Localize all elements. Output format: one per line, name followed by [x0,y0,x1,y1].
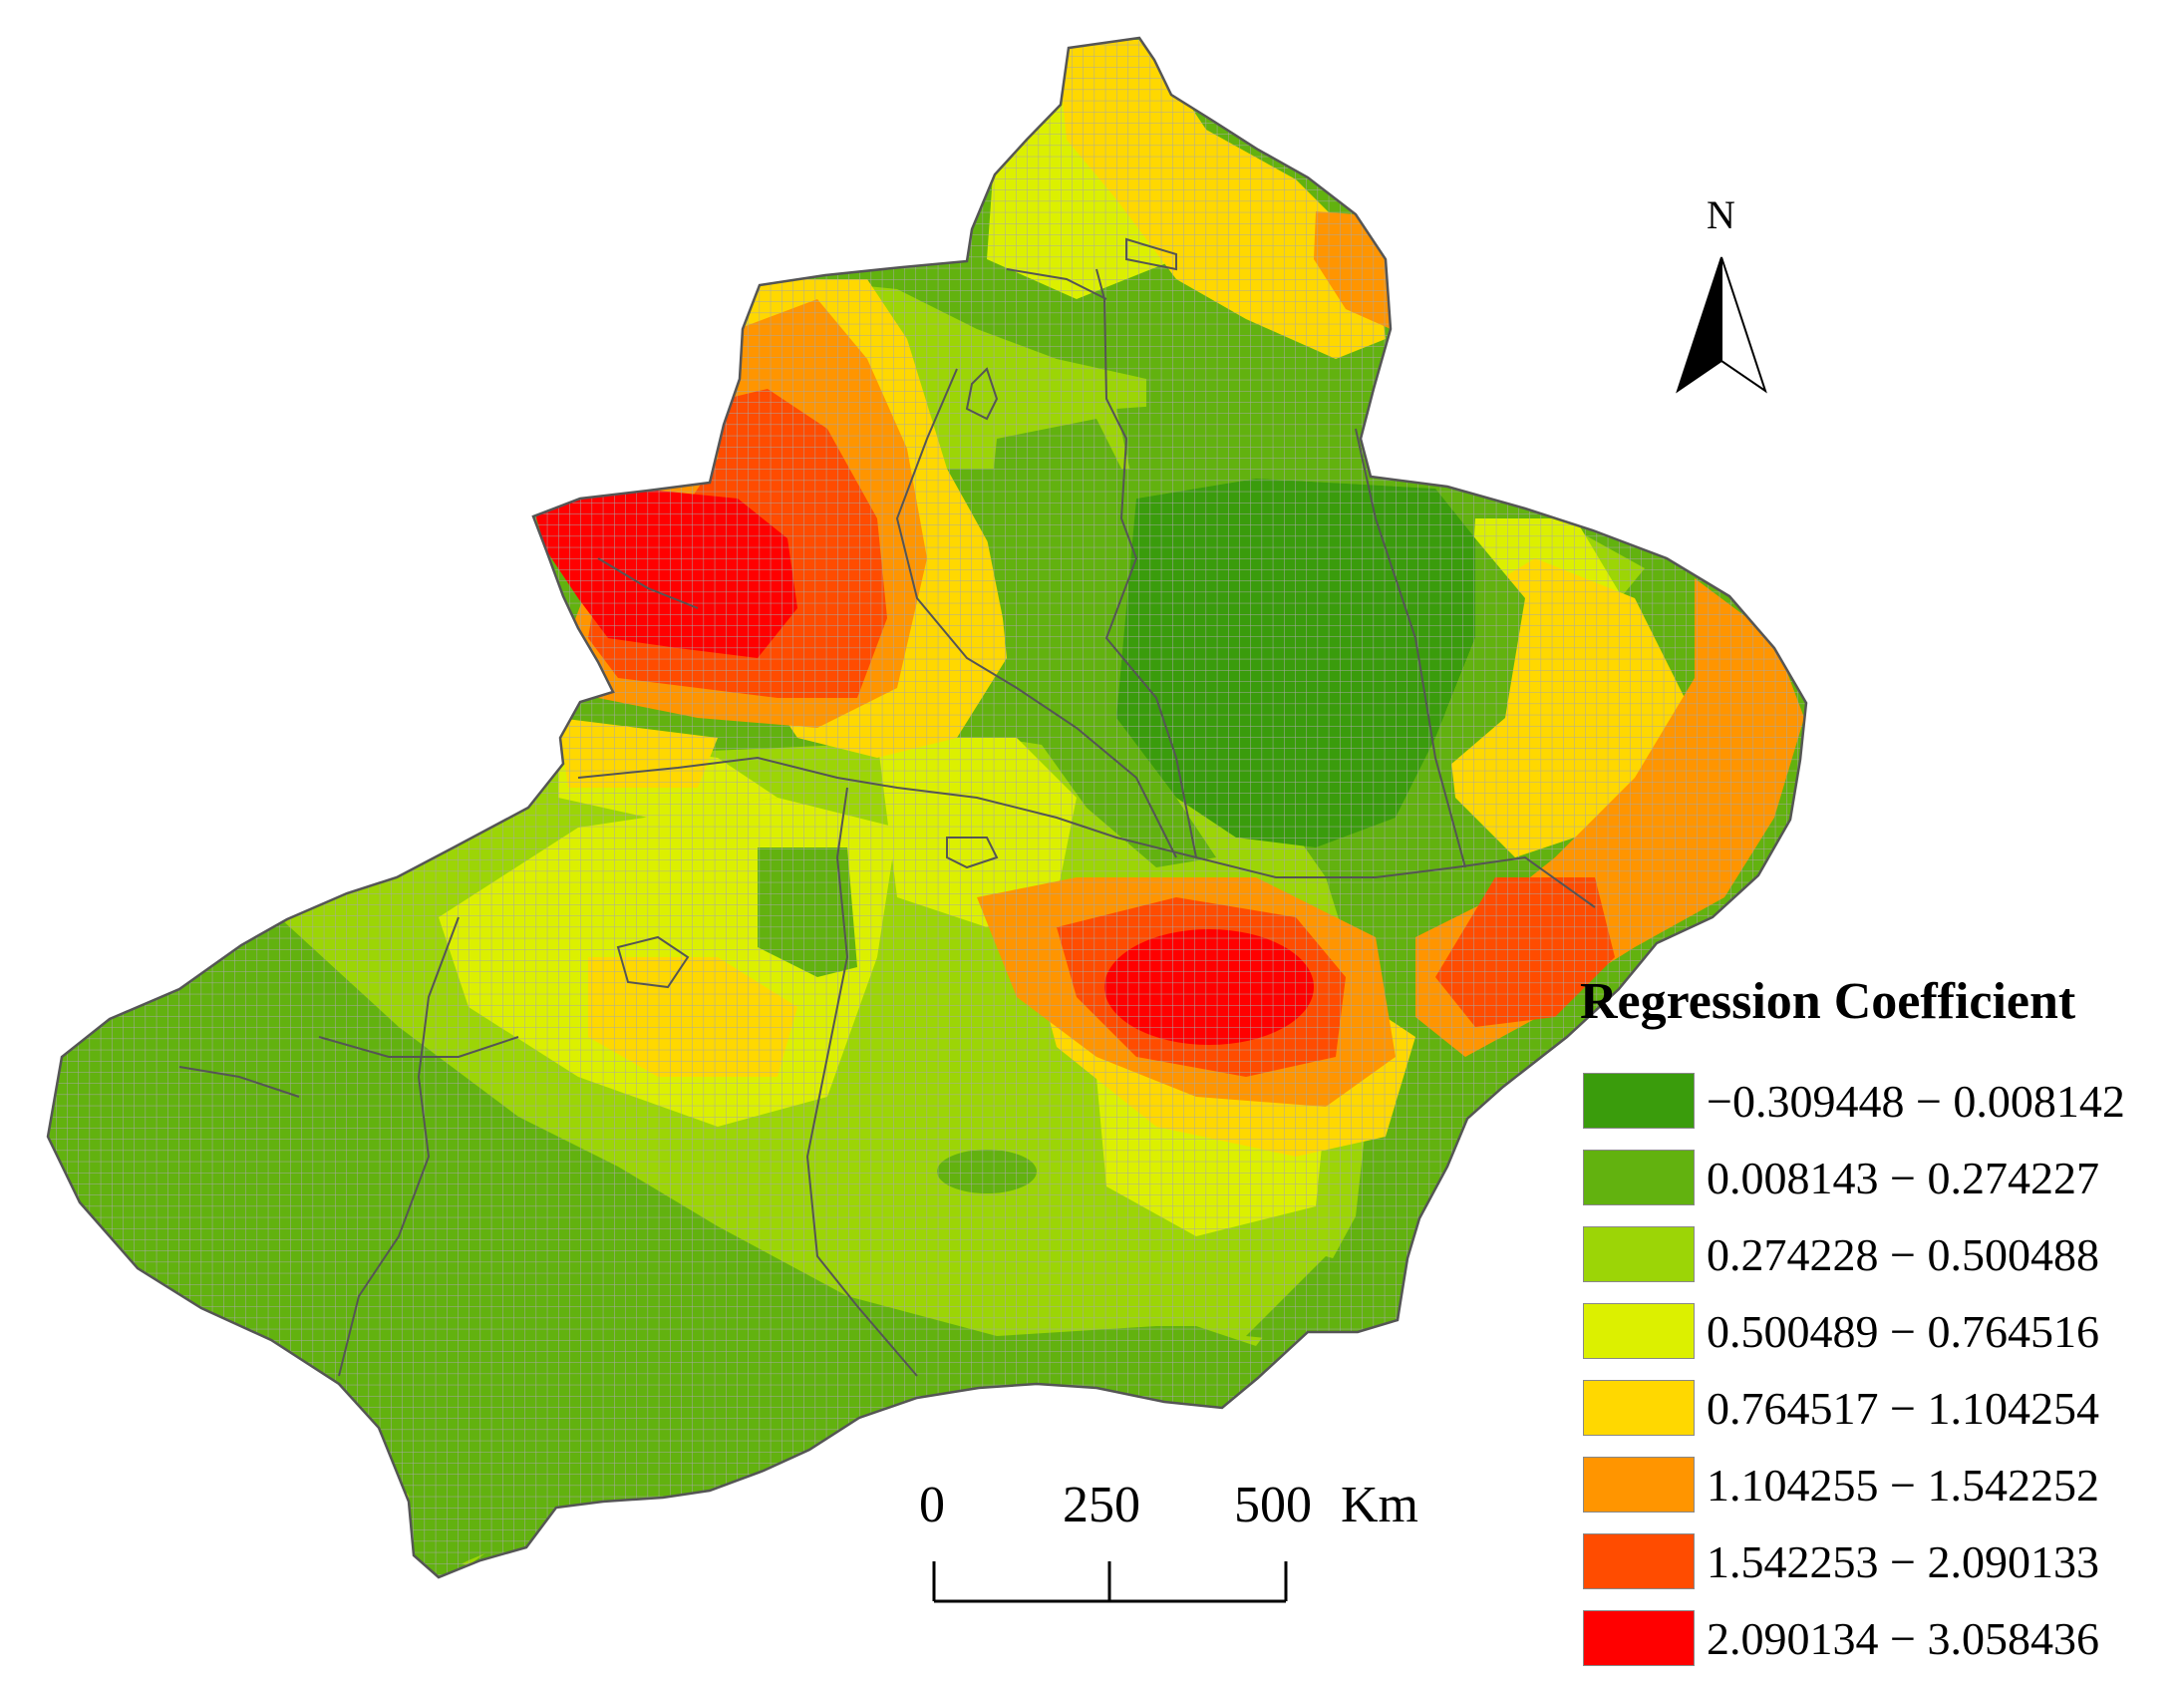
north-arrow [1676,256,1767,394]
administrative-boundaries [178,237,1596,1377]
boundary-line [1195,855,1596,908]
boundary-line [946,837,999,869]
legend-item: −0.309448 − 0.008142 [1583,1072,2125,1130]
boundary-line [1125,237,1177,271]
legend-label: 1.542253 − 2.090133 [1707,1535,2099,1587]
north-label: N [1707,192,1735,237]
boundary-line [895,368,1177,858]
legend-swatch [1583,1380,1695,1436]
legend-label: 0.764517 − 1.104254 [1707,1382,2099,1434]
legend-swatch [1583,1150,1695,1205]
boundary-line [1006,268,1107,300]
scale-label-500: 500 [1234,1477,1312,1533]
boundary-line [805,787,918,1377]
legend-swatch [1583,1457,1695,1513]
scale-label-250: 250 [1063,1477,1140,1533]
legend-item: 0.274228 − 0.500488 [1583,1225,2099,1283]
boundary-line [965,367,999,421]
boundary-line [577,756,1197,858]
boundary-line [1355,428,1466,868]
boundary-line [1095,268,1197,858]
scale-label-0: 0 [919,1477,945,1533]
legend-item: 0.008143 − 0.274227 [1583,1149,2099,1206]
legend-item: 1.104255 − 1.542252 [1583,1456,2099,1514]
scale-unit: Km [1341,1477,1418,1533]
legend-swatch [1583,1226,1695,1282]
legend-label: 2.090134 − 3.058436 [1707,1612,2099,1664]
legend-swatch [1583,1073,1695,1129]
legend-item: 0.500489 − 0.764516 [1583,1302,2099,1360]
legend-label: 1.104255 − 1.542252 [1707,1459,2099,1511]
scale-bar [932,1561,1288,1603]
legend-item: 2.090134 − 3.058436 [1583,1609,2099,1667]
legend-item: 0.764517 − 1.104254 [1583,1379,2099,1437]
legend-swatch [1583,1610,1695,1666]
boundary-line [338,916,460,1377]
legend-label: −0.309448 − 0.008142 [1707,1075,2125,1127]
boundary-line [616,935,690,989]
boundary-line [318,1036,519,1058]
legend-title: Regression Coefficient [1580,973,2076,1030]
legend-label: 0.274228 − 0.500488 [1707,1228,2099,1280]
boundary-line [178,1066,300,1098]
boundary-line [597,557,699,609]
region-outline [46,36,1808,1579]
legend-label: 0.008143 − 0.274227 [1707,1152,2099,1203]
legend-item: 1.542253 − 2.090133 [1583,1532,2099,1590]
legend-swatch [1583,1303,1695,1359]
legend-swatch [1583,1533,1695,1589]
legend-label: 0.500489 − 0.764516 [1707,1305,2099,1357]
